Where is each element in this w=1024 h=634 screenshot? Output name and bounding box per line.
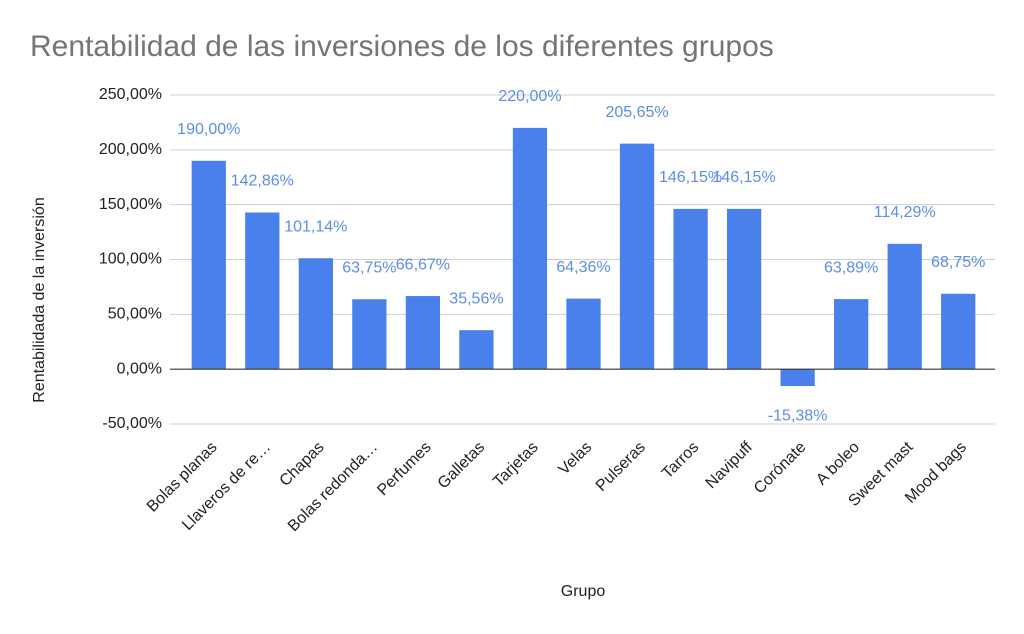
y-tick-label: 0,00% xyxy=(117,360,162,377)
bar xyxy=(941,293,976,370)
bar xyxy=(887,243,922,370)
bar xyxy=(512,127,548,370)
bar xyxy=(726,208,762,370)
x-tick-label: Chapas xyxy=(277,439,328,490)
bar xyxy=(298,258,333,370)
value-label: -15,38% xyxy=(768,407,828,424)
x-tick-label: Bolas redonda… xyxy=(285,439,381,535)
value-label: 66,67% xyxy=(396,256,450,273)
value-label: 205,65% xyxy=(605,104,668,121)
bar xyxy=(405,296,441,370)
bar xyxy=(619,143,655,370)
value-label: 146,15% xyxy=(659,169,722,186)
bar xyxy=(459,330,494,370)
bar xyxy=(673,208,708,370)
x-tick-label: Pulseras xyxy=(593,439,649,495)
x-tick-label: Corónate xyxy=(751,439,810,498)
y-tick-label: -50,00% xyxy=(102,415,162,432)
chart-title: Rentabilidad de las inversiones de los d… xyxy=(30,30,774,63)
x-tick-label: Tarros xyxy=(659,439,702,482)
x-tick-label: Navipuff xyxy=(703,438,757,492)
value-label: 68,75% xyxy=(931,254,985,271)
value-label: 64,36% xyxy=(556,259,610,276)
value-label: 63,75% xyxy=(342,259,396,276)
x-tick-label: Galletas xyxy=(435,439,489,493)
value-label: 114,29% xyxy=(874,204,936,221)
y-tick-label: 250,00% xyxy=(99,86,162,103)
value-label: 63,89% xyxy=(824,259,878,276)
y-tick-label: 50,00% xyxy=(108,306,162,323)
x-tick-label: Velas xyxy=(556,439,596,479)
x-axis-title: Grupo xyxy=(561,583,606,600)
y-tick-label: 200,00% xyxy=(99,141,162,158)
x-tick-label: Tarjetas xyxy=(490,439,542,491)
bar xyxy=(245,212,280,370)
bar xyxy=(834,299,869,370)
value-label: 142,86% xyxy=(231,173,294,190)
bar xyxy=(566,298,601,370)
value-label: 220,00% xyxy=(498,88,561,105)
y-tick-label: 150,00% xyxy=(99,196,162,213)
bar xyxy=(352,299,387,370)
y-tick-label: 100,00% xyxy=(99,251,162,268)
value-label: 35,56% xyxy=(449,290,503,307)
bar xyxy=(191,160,226,370)
y-axis-title: Rentabilidada de la inversión xyxy=(31,197,48,402)
value-label: 146,15% xyxy=(713,169,776,186)
x-tick-label: Perfumes xyxy=(374,439,434,499)
value-label: 101,14% xyxy=(284,218,347,235)
value-label: 190,00% xyxy=(177,121,240,138)
x-tick-label: A boleo xyxy=(813,439,863,489)
bar xyxy=(780,369,815,387)
